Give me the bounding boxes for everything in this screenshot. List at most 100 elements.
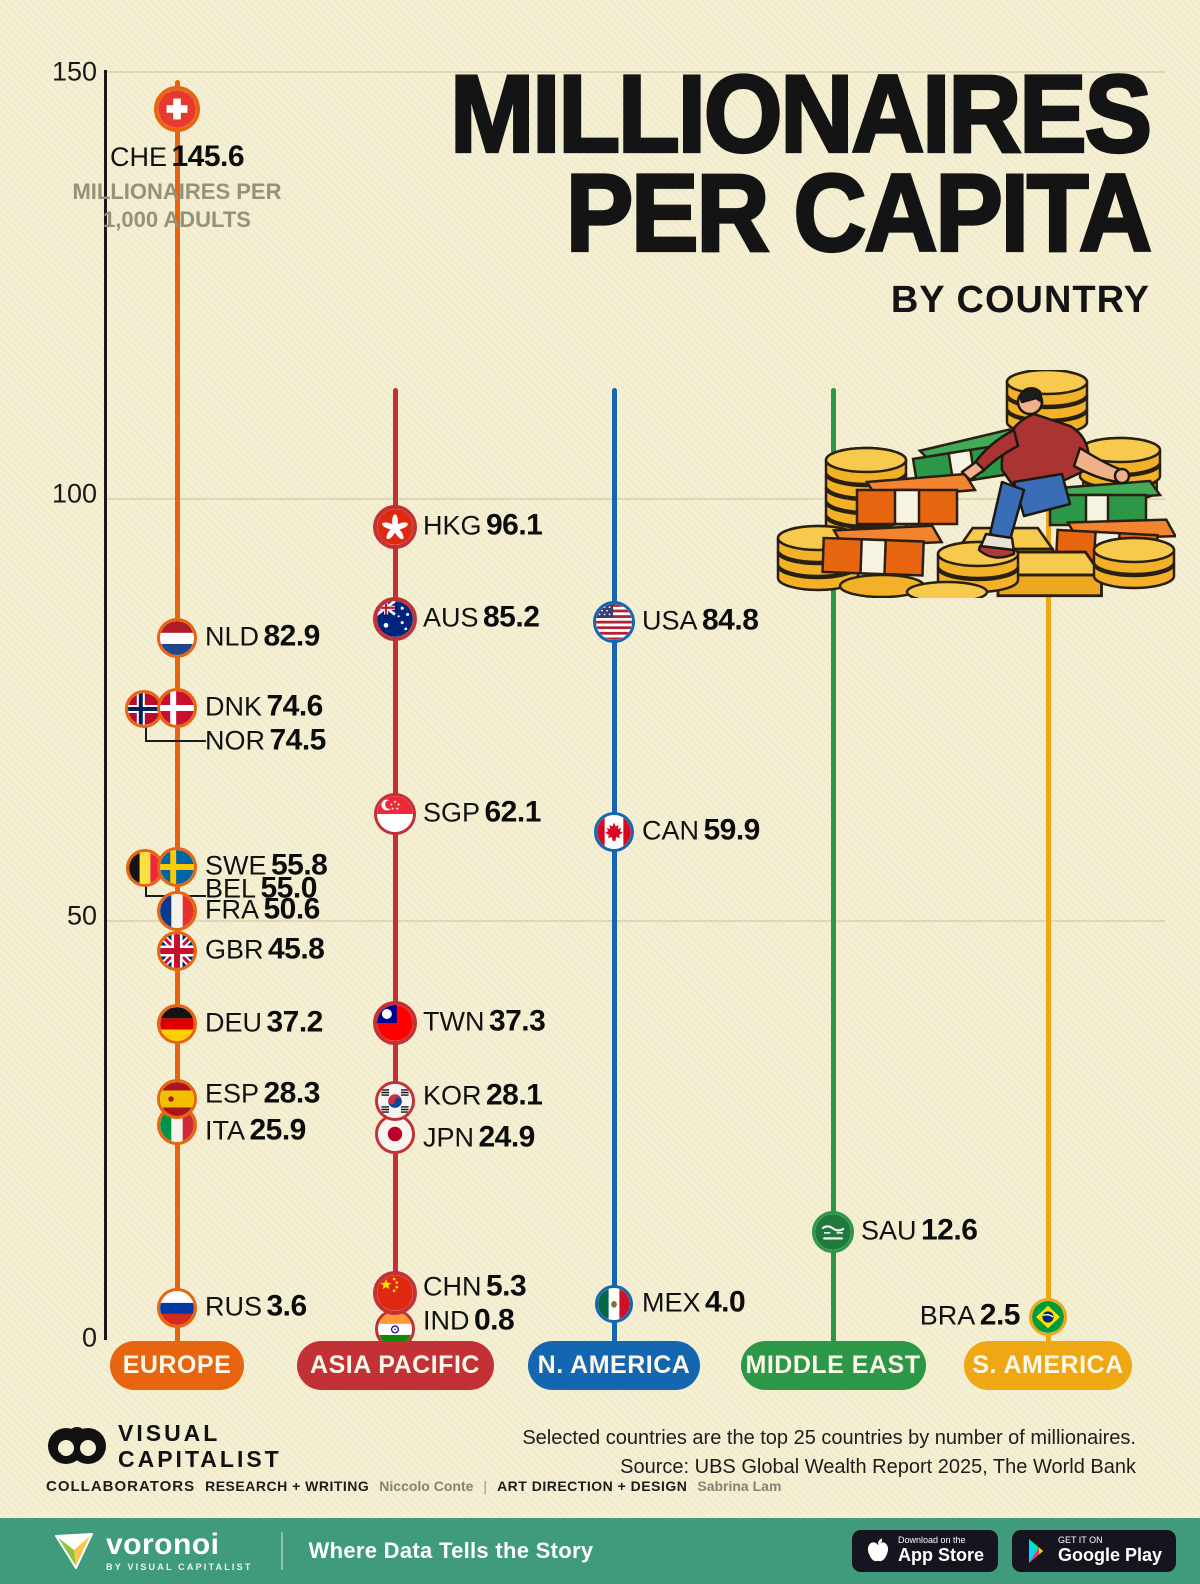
flag-jpn-icon — [378, 1116, 412, 1151]
label-fra: FRA 50.6 — [205, 893, 320, 927]
country-value: 12.6 — [920, 1213, 978, 1247]
country-value: 82.9 — [263, 619, 320, 653]
research-name: Niccolo Conte — [379, 1478, 474, 1494]
marker-sau — [812, 1210, 854, 1253]
country-value: 3.6 — [266, 1289, 307, 1323]
google-play-badge[interactable]: GET IT ON Google Play — [1011, 1530, 1176, 1572]
country-value: 145.6 — [171, 140, 245, 174]
country-code: FRA — [205, 894, 259, 925]
country-value: 2.5 — [979, 1298, 1021, 1332]
divider — [280, 1532, 283, 1570]
marker-swe — [157, 847, 197, 888]
country-code: NOR — [205, 725, 265, 756]
country-code: HKG — [423, 510, 482, 541]
country-code: GBR — [205, 935, 264, 966]
flag-nor-icon — [128, 693, 160, 726]
label-ita: ITA 25.9 — [205, 1114, 306, 1148]
flag-deu-icon — [160, 1007, 194, 1042]
marker-che — [154, 86, 200, 133]
flag-twn-icon — [377, 1005, 413, 1042]
vc-brand-line1: VISUAL — [118, 1420, 221, 1446]
region-line-asia-pacific — [392, 388, 398, 1362]
y-tick-150: 150 — [51, 56, 97, 87]
label-swe: SWE 55.8 — [205, 849, 328, 883]
marker-chn — [373, 1271, 417, 1316]
country-code: IND — [423, 1305, 470, 1336]
country-value: 24.9 — [478, 1120, 535, 1154]
visual-capitalist-binoculars-icon — [48, 1427, 106, 1465]
label-gbr: GBR 45.8 — [205, 933, 325, 967]
gridline-100 — [105, 498, 1165, 500]
marker-fra — [157, 890, 197, 931]
label-bra: BRA 2.5 — [919, 1298, 1021, 1333]
label-sgp: SGP 62.1 — [423, 796, 541, 830]
voronoi-triangle-icon — [55, 1533, 93, 1569]
country-value: 45.8 — [267, 933, 325, 967]
gridline-50 — [105, 920, 1165, 922]
region-pill-s-america: S. AMERICA — [964, 1341, 1132, 1390]
country-value: 4.0 — [704, 1285, 746, 1319]
country-value: 84.8 — [701, 603, 759, 637]
country-code: SAU — [861, 1215, 917, 1246]
flag-rus-icon — [160, 1290, 194, 1325]
marker-mex — [595, 1285, 633, 1324]
voronoi-bottom-bar: voronoi BY VISUAL CAPITALIST Where Data … — [0, 1518, 1200, 1584]
country-value: 37.2 — [266, 1005, 323, 1039]
note-line-1: Selected countries are the top 25 countr… — [522, 1427, 1136, 1449]
label-rus: RUS 3.6 — [205, 1289, 307, 1323]
country-value: 37.3 — [488, 1004, 546, 1038]
region-pill-europe: EUROPE — [110, 1341, 244, 1390]
google-play-big-text: Google Play — [1057, 1545, 1162, 1566]
country-code: JPN — [423, 1122, 475, 1153]
region-pill-middle-east: MIDDLE EAST — [740, 1341, 926, 1390]
chart-title: MILLIONAIRES PER CAPITA BY COUNTRY — [295, 59, 1154, 319]
app-store-small-text: Download on the — [897, 1535, 966, 1546]
country-value: 28.1 — [485, 1078, 543, 1112]
marker-nld — [157, 618, 197, 659]
label-deu: DEU 37.2 — [205, 1006, 323, 1040]
flag-ind-icon — [378, 1312, 412, 1347]
marker-kor — [375, 1080, 415, 1121]
country-code: MEX — [642, 1287, 701, 1318]
label-kor: KOR 28.1 — [423, 1078, 543, 1112]
flag-hkg-icon — [377, 508, 413, 545]
country-code: NLD — [205, 621, 260, 652]
country-value: 50.6 — [263, 892, 320, 926]
separator: | — [483, 1478, 488, 1494]
app-store-badge[interactable]: Download on the App Store — [851, 1530, 998, 1572]
flag-fra-icon — [160, 893, 194, 928]
label-chn: CHN 5.3 — [423, 1270, 527, 1304]
label-bel: BEL 55.0 — [205, 871, 317, 905]
apple-icon — [867, 1538, 888, 1562]
collaborators-label: COLLABORATORS — [46, 1478, 196, 1495]
design-name: Sabrina Lam — [697, 1478, 782, 1494]
flag-chn-icon — [377, 1275, 413, 1312]
country-code: RUS — [205, 1291, 263, 1322]
country-value: 28.3 — [263, 1076, 320, 1110]
marker-twn — [373, 1001, 417, 1046]
flag-sau-icon — [815, 1213, 851, 1250]
label-can: CAN 59.9 — [642, 814, 760, 848]
tagline: Where Data Tells the Story — [308, 1538, 594, 1563]
money-illustration — [776, 370, 1176, 598]
country-code: USA — [642, 605, 698, 636]
design-label: ART DIRECTION + DESIGN — [497, 1478, 688, 1494]
flag-bra-icon — [1032, 1300, 1064, 1333]
flag-nld-icon — [160, 621, 194, 656]
country-value: 0.8 — [473, 1303, 515, 1337]
research-label: RESEARCH + WRITING — [205, 1478, 370, 1494]
marker-dnk — [157, 688, 197, 729]
country-value: 55.0 — [260, 871, 318, 905]
country-code: ITA — [205, 1116, 245, 1147]
flag-aus-icon — [377, 600, 413, 637]
region-pill-n-america: N. AMERICA — [528, 1341, 700, 1390]
country-code: BRA — [919, 1300, 976, 1331]
vc-brand-line2: CAPITALIST — [118, 1446, 282, 1473]
label-dnk: DNK 74.6 — [205, 690, 323, 724]
label-nld: NLD 82.9 — [205, 620, 320, 654]
marker-can — [594, 812, 634, 853]
unit-label: MILLIONAIRES PER 1,000 ADULTS — [72, 179, 282, 232]
marker-jpn — [375, 1113, 415, 1154]
country-code: KOR — [423, 1080, 482, 1111]
flag-swe-icon — [160, 850, 194, 885]
